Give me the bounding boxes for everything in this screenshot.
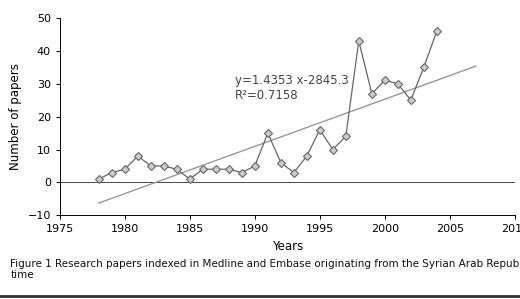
Text: y=1.4353 x-2845.3: y=1.4353 x-2845.3 (236, 74, 349, 87)
X-axis label: Years: Years (271, 240, 303, 253)
Text: R²=0.7158: R²=0.7158 (236, 89, 299, 102)
Y-axis label: Number of papers: Number of papers (9, 63, 22, 170)
Text: Figure 1 Research papers indexed in Medline and Embase originating from the Syri: Figure 1 Research papers indexed in Medl… (10, 259, 520, 280)
